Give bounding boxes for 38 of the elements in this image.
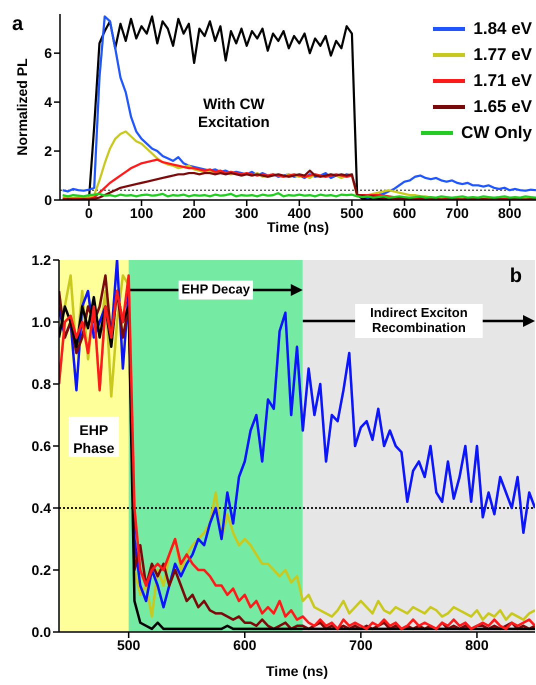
- y-tick-label: 0.0: [32, 624, 52, 640]
- y-tick-label: 0.2: [32, 562, 52, 578]
- legend-label: 1.65 eV: [473, 97, 532, 117]
- annotation: b: [510, 264, 522, 288]
- y-tick-label: 0.8: [32, 376, 52, 392]
- x-tick-label: 500: [340, 204, 364, 221]
- x-tick-label: 100: [130, 204, 154, 221]
- x-tick-label: 400: [288, 204, 312, 221]
- y-tick-label: 1.2: [32, 252, 52, 268]
- y-tick-label: 0: [44, 192, 52, 208]
- x-tick-label: 800: [498, 204, 522, 221]
- y-tick-label: 6: [44, 45, 52, 62]
- legend-label: CW Only: [461, 123, 532, 143]
- x-tick-label: 800: [465, 636, 489, 653]
- annotation: With CW Excitation: [198, 96, 270, 132]
- y-tick-label: 1.0: [32, 314, 52, 330]
- x-tick-label: 200: [182, 204, 206, 221]
- legend-label: 1.71 eV: [473, 71, 532, 91]
- x-axis-title: Time (ns): [266, 663, 328, 679]
- legend-label: 1.84 eV: [473, 19, 532, 39]
- band-label: EHP Phase: [73, 422, 115, 456]
- x-tick-label: 600: [233, 636, 257, 653]
- x-axis-title: Time (ns): [267, 219, 329, 235]
- y-tick-label: 0.6: [32, 438, 52, 454]
- y-tick-label: 2: [44, 143, 52, 160]
- x-tick-label: 300: [235, 204, 259, 221]
- x-tick-label: 700: [349, 636, 373, 653]
- legend-label: 1.77 eV: [473, 45, 532, 65]
- x-tick-label: 700: [445, 204, 469, 221]
- y-tick-label: 0.4: [32, 500, 52, 516]
- band-label: EHP Decay: [182, 282, 251, 296]
- y-axis-title: Normalized PL: [14, 58, 30, 156]
- text: a: [12, 12, 24, 36]
- x-tick-label: 500: [116, 636, 141, 653]
- x-tick-label: 600: [392, 204, 416, 221]
- y-tick-label: 4: [44, 94, 52, 110]
- band-label: Indirect Exciton Recombination: [370, 305, 468, 335]
- x-tick-label: 0: [85, 204, 94, 221]
